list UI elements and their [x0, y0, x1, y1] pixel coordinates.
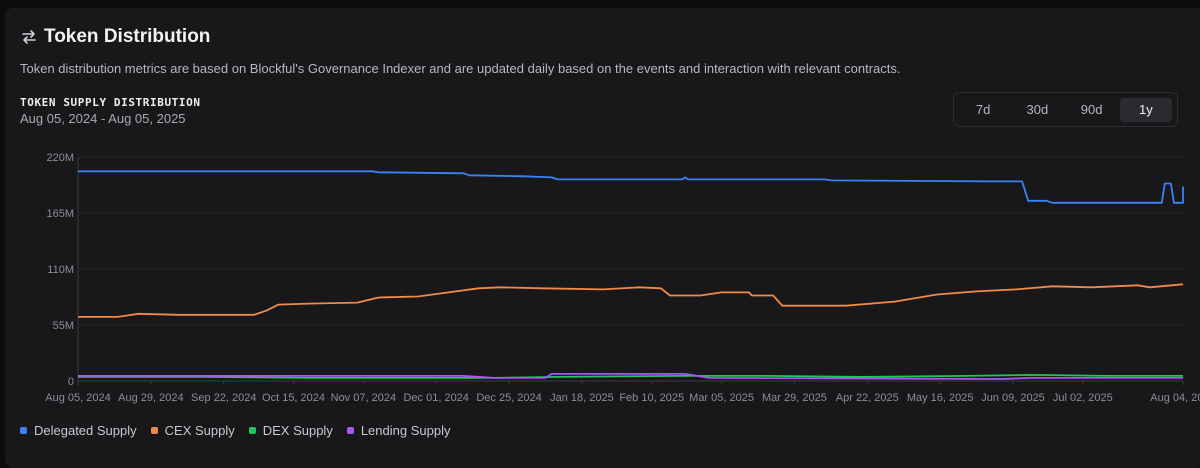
x-tick-label: Mar 05, 2025 — [689, 392, 754, 404]
legend-swatch — [346, 427, 354, 434]
x-tick-label: Jul 02, 2025 — [1053, 392, 1113, 404]
series-line-delegated-supply — [78, 170, 1184, 204]
time-range-selector: 7d 30d 90d 1y — [953, 92, 1178, 127]
x-tick-label: Mar 29, 2025 — [762, 392, 827, 404]
swap-arrows-icon — [22, 30, 36, 44]
x-tick-label: Oct 15, 2024 — [262, 392, 325, 404]
legend-swatch — [20, 427, 27, 434]
legend-item-lending[interactable]: Lending Supply — [346, 423, 451, 438]
range-button-90d[interactable]: 90d — [1080, 102, 1103, 117]
y-tick-label: 165M — [46, 208, 74, 220]
y-tick-label: 110M — [47, 264, 74, 276]
x-tick-label: Dec 01, 2024 — [403, 392, 468, 404]
x-tick-label: Dec 25, 2024 — [476, 392, 541, 404]
date-range: Aug 05, 2024 - Aug 05, 2025 — [20, 111, 186, 126]
legend-item-cex[interactable]: CEX Supply — [150, 423, 235, 438]
description-text: Token distribution metrics are based on … — [20, 61, 901, 76]
x-tick-label: Sep 22, 2024 — [191, 392, 256, 404]
legend-label: Delegated Supply — [34, 423, 137, 438]
x-tick-label: Aug 04, 2025 — [1150, 392, 1200, 404]
x-tick-label: Jun 09, 2025 — [981, 392, 1045, 404]
range-button-7d[interactable]: 7d — [975, 102, 991, 117]
x-tick-label: Jan 18, 2025 — [550, 392, 614, 404]
chart-subtitle: TOKEN SUPPLY DISTRIBUTION — [20, 96, 201, 109]
page-title: Token Distribution — [44, 26, 211, 47]
legend-item-delegated[interactable]: Delegated Supply — [20, 423, 137, 438]
y-tick-label: 55M — [53, 320, 74, 332]
range-button-30d[interactable]: 30d — [1026, 102, 1049, 117]
card-header: Token Distribution — [20, 26, 210, 48]
x-tick-label: Nov 07, 2024 — [331, 392, 396, 404]
legend-swatch — [150, 427, 158, 434]
legend-item-dex[interactable]: DEX Supply — [248, 423, 333, 438]
series-line-cex-supply — [78, 283, 1184, 318]
x-tick-label: Aug 29, 2024 — [118, 392, 183, 404]
series-line-lending-supply — [78, 372, 1183, 380]
range-button-1y[interactable]: 1y — [1119, 97, 1172, 122]
series-line-dex-supply — [78, 373, 1183, 379]
x-tick-label: Aug 05, 2024 — [45, 392, 110, 404]
y-tick-label: 220M — [46, 152, 74, 164]
legend-label: DEX Supply — [262, 423, 333, 438]
x-tick-label: May 16, 2025 — [907, 392, 974, 404]
legend-label: Lending Supply — [360, 423, 451, 438]
token-distribution-card — [5, 8, 1200, 468]
chart-legend: Delegated Supply CEX Supply DEX Supply L… — [20, 423, 464, 438]
x-tick-label: Apr 22, 2025 — [836, 392, 899, 404]
x-tick-label: Feb 10, 2025 — [619, 392, 684, 404]
y-tick-label: 0 — [68, 376, 74, 388]
legend-label: CEX Supply — [164, 423, 235, 438]
legend-swatch — [248, 427, 256, 434]
